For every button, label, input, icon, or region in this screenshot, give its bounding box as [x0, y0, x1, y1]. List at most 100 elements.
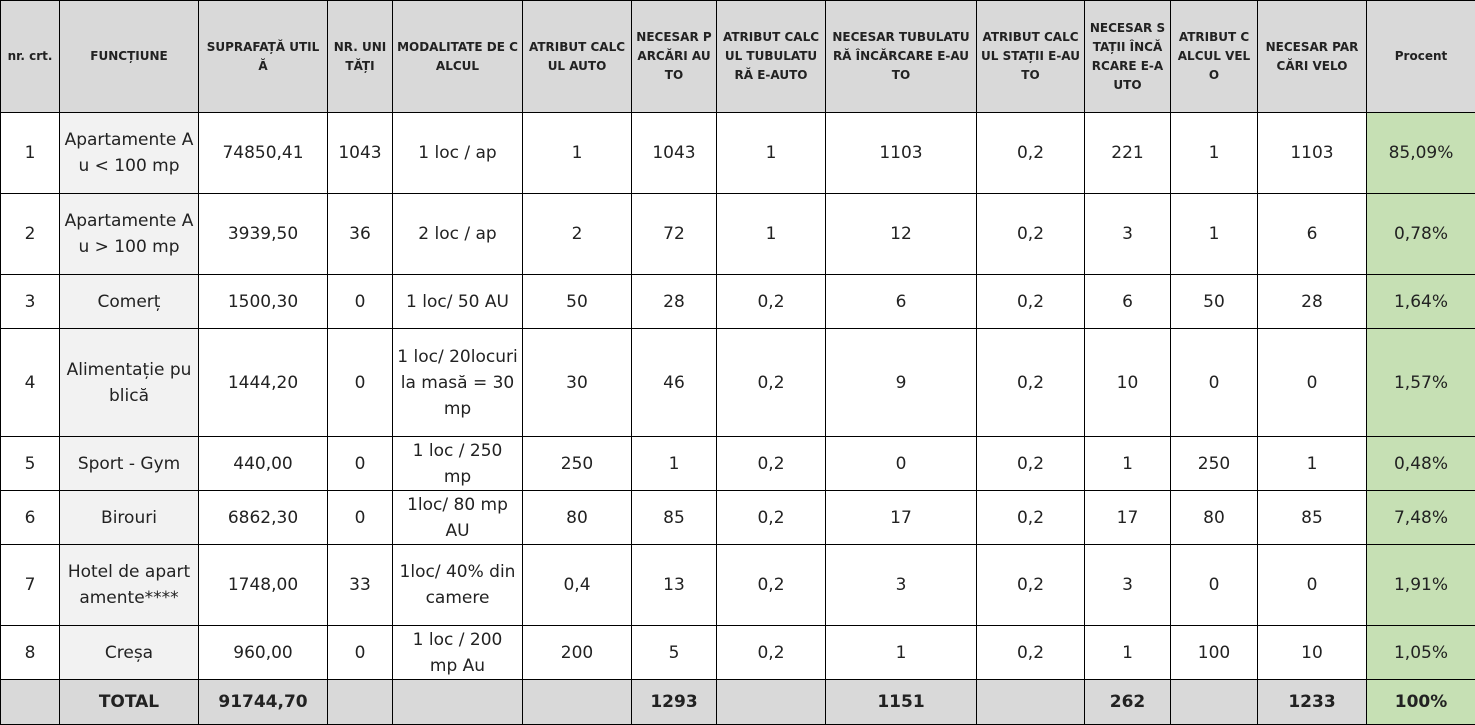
cell-atribut-statii: 0,2 — [977, 113, 1085, 194]
cell-suprafata-utila: 6862,30 — [199, 491, 328, 545]
cell-functiune: Comerț — [60, 275, 199, 329]
cell-necesar-tubulatura: 12 — [826, 194, 977, 275]
total-cell-suprafata-utila: 91744,70 — [199, 680, 328, 725]
cell-atribut-calcul-auto: 50 — [523, 275, 632, 329]
cell-atribut-statii: 0,2 — [977, 626, 1085, 680]
cell-atribut-velo: 50 — [1171, 275, 1258, 329]
header-atribut-statii: ATRIBUT CALCUL STAȚII E-AUTO — [977, 1, 1085, 113]
cell-necesar-statii: 3 — [1085, 545, 1171, 626]
cell-modalitate-calcul: 1 loc / 200 mp Au — [393, 626, 523, 680]
cell-necesar-statii: 1 — [1085, 626, 1171, 680]
total-cell-procent: 100% — [1367, 680, 1475, 725]
cell-suprafata-utila: 3939,50 — [199, 194, 328, 275]
total-cell-functiune: TOTAL — [60, 680, 199, 725]
cell-atribut-velo: 250 — [1171, 437, 1258, 491]
header-suprafata-utila: SUPRAFAȚĂ UTILĂ — [199, 1, 328, 113]
cell-modalitate-calcul: 1 loc / ap — [393, 113, 523, 194]
cell-nr-crt: 1 — [1, 113, 60, 194]
cell-necesar-velo: 10 — [1258, 626, 1367, 680]
cell-atribut-velo: 80 — [1171, 491, 1258, 545]
cell-necesar-parcari-auto: 85 — [632, 491, 717, 545]
cell-atribut-statii: 0,2 — [977, 275, 1085, 329]
cell-necesar-velo: 85 — [1258, 491, 1367, 545]
cell-functiune: Alimentație publică — [60, 329, 199, 437]
cell-nr-unitati: 0 — [328, 329, 393, 437]
cell-procent: 1,91% — [1367, 545, 1475, 626]
total-cell-necesar-tubulatura: 1151 — [826, 680, 977, 725]
cell-necesar-velo: 0 — [1258, 545, 1367, 626]
header-functiune: FUNCȚIUNE — [60, 1, 199, 113]
cell-nr-unitati: 0 — [328, 437, 393, 491]
cell-atribut-tubulatura: 0,2 — [717, 626, 826, 680]
total-cell-modalitate-calcul — [393, 680, 523, 725]
cell-atribut-velo: 100 — [1171, 626, 1258, 680]
header-necesar-tubulatura: NECESAR TUBULATURĂ ÎNCĂRCARE E-AUTO — [826, 1, 977, 113]
cell-necesar-parcari-auto: 13 — [632, 545, 717, 626]
cell-modalitate-calcul: 2 loc / ap — [393, 194, 523, 275]
cell-atribut-calcul-auto: 30 — [523, 329, 632, 437]
header-procent: Procent — [1367, 1, 1475, 113]
cell-suprafata-utila: 1500,30 — [199, 275, 328, 329]
cell-modalitate-calcul: 1loc/ 80 mp AU — [393, 491, 523, 545]
cell-suprafata-utila: 440,00 — [199, 437, 328, 491]
cell-nr-unitati: 0 — [328, 626, 393, 680]
cell-procent: 0,48% — [1367, 437, 1475, 491]
cell-atribut-tubulatura: 1 — [717, 194, 826, 275]
cell-atribut-statii: 0,2 — [977, 437, 1085, 491]
cell-necesar-tubulatura: 1103 — [826, 113, 977, 194]
cell-necesar-velo: 28 — [1258, 275, 1367, 329]
cell-necesar-statii: 6 — [1085, 275, 1171, 329]
cell-necesar-statii: 1 — [1085, 437, 1171, 491]
cell-necesar-parcari-auto: 46 — [632, 329, 717, 437]
total-cell-atribut-statii — [977, 680, 1085, 725]
cell-necesar-statii: 10 — [1085, 329, 1171, 437]
cell-necesar-statii: 17 — [1085, 491, 1171, 545]
cell-suprafata-utila: 1748,00 — [199, 545, 328, 626]
cell-atribut-statii: 0,2 — [977, 329, 1085, 437]
cell-necesar-velo: 1103 — [1258, 113, 1367, 194]
cell-atribut-velo: 1 — [1171, 194, 1258, 275]
cell-necesar-tubulatura: 1 — [826, 626, 977, 680]
header-necesar-parcari-auto: NECESAR PARCĂRI AUTO — [632, 1, 717, 113]
cell-atribut-statii: 0,2 — [977, 545, 1085, 626]
cell-necesar-parcari-auto: 72 — [632, 194, 717, 275]
cell-atribut-tubulatura: 1 — [717, 113, 826, 194]
cell-necesar-parcari-auto: 5 — [632, 626, 717, 680]
cell-nr-crt: 3 — [1, 275, 60, 329]
header-atribut-calcul-auto: ATRIBUT CALCUL AUTO — [523, 1, 632, 113]
header-modalitate-calcul: MODALITATE DE CALCUL — [393, 1, 523, 113]
total-cell-necesar-velo: 1233 — [1258, 680, 1367, 725]
cell-atribut-statii: 0,2 — [977, 194, 1085, 275]
cell-nr-crt: 4 — [1, 329, 60, 437]
total-cell-necesar-parcari-auto: 1293 — [632, 680, 717, 725]
cell-nr-crt: 2 — [1, 194, 60, 275]
cell-necesar-parcari-auto: 1 — [632, 437, 717, 491]
cell-atribut-tubulatura: 0,2 — [717, 545, 826, 626]
cell-atribut-tubulatura: 0,2 — [717, 275, 826, 329]
header-atribut-tubulatura: ATRIBUT CALCUL TUBULATURĂ E-AUTO — [717, 1, 826, 113]
cell-procent: 1,57% — [1367, 329, 1475, 437]
cell-atribut-calcul-auto: 2 — [523, 194, 632, 275]
cell-nr-crt: 7 — [1, 545, 60, 626]
cell-nr-unitati: 33 — [328, 545, 393, 626]
cell-atribut-tubulatura: 0,2 — [717, 437, 826, 491]
cell-atribut-calcul-auto: 0,4 — [523, 545, 632, 626]
header-nr-crt: nr. crt. — [1, 1, 60, 113]
cell-necesar-tubulatura: 3 — [826, 545, 977, 626]
cell-necesar-velo: 0 — [1258, 329, 1367, 437]
cell-procent: 1,05% — [1367, 626, 1475, 680]
header-necesar-statii: NECESAR STAȚII ÎNCĂRCARE E-AUTO — [1085, 1, 1171, 113]
cell-necesar-parcari-auto: 28 — [632, 275, 717, 329]
table-header: nr. crt. FUNCȚIUNE SUPRAFAȚĂ UTILĂ NR. U… — [1, 1, 1475, 113]
cell-atribut-velo: 0 — [1171, 545, 1258, 626]
cell-necesar-velo: 6 — [1258, 194, 1367, 275]
